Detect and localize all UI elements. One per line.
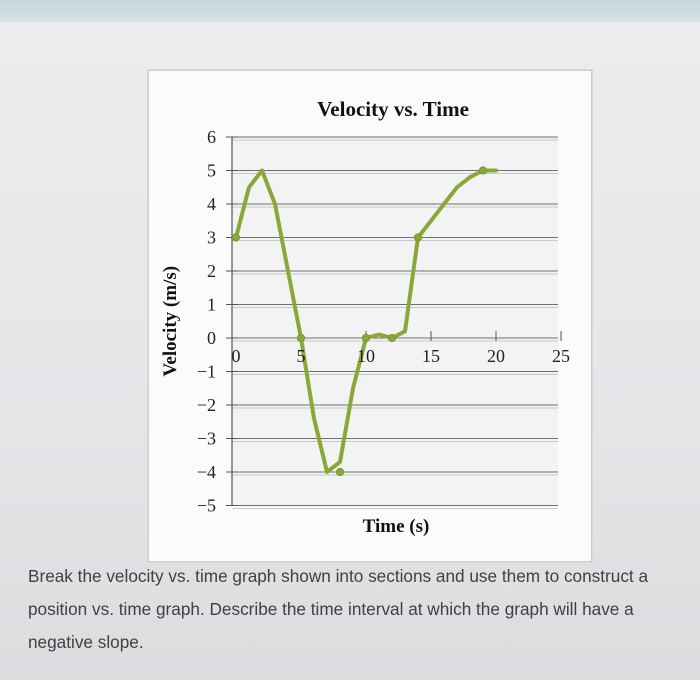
y-axis-label: Velocity (m/s) <box>160 266 181 377</box>
x-axis-label: Time (s) <box>363 516 430 537</box>
data-point <box>231 233 241 242</box>
plot-area <box>232 137 558 506</box>
top-band <box>0 0 700 22</box>
chart-grid <box>232 136 558 509</box>
y-tick-label: −4 <box>197 462 216 482</box>
data-point <box>335 467 345 477</box>
y-tick-label: −1 <box>197 362 216 382</box>
chart-title: Velocity vs. Time <box>317 97 469 121</box>
y-tick-label: 5 <box>207 161 216 181</box>
x-tick-label: 0 <box>232 346 241 366</box>
y-tick-label: −2 <box>197 395 216 415</box>
x-tick-label: 20 <box>487 346 505 366</box>
data-point <box>361 333 371 343</box>
y-tick-label: 1 <box>207 295 216 315</box>
y-tick-label: 0 <box>207 328 216 348</box>
y-tick-label: −3 <box>197 429 216 449</box>
x-tick-label: 15 <box>422 346 440 366</box>
y-tick-label: −5 <box>197 496 216 516</box>
y-tick-label: 2 <box>207 261 216 281</box>
data-point <box>387 333 397 343</box>
chart-series <box>231 166 498 477</box>
y-tick-label: 4 <box>207 194 216 214</box>
y-tick-label: 6 <box>207 127 216 147</box>
data-point <box>296 333 306 343</box>
question-text: Break the velocity vs. time graph shown … <box>28 566 649 652</box>
x-tick-label: 10 <box>357 346 375 366</box>
y-tick-label: 3 <box>207 228 216 248</box>
x-tick-label: 5 <box>297 346 306 366</box>
data-point <box>413 233 423 242</box>
data-point <box>478 166 488 175</box>
x-tick-label: 25 <box>552 346 570 366</box>
